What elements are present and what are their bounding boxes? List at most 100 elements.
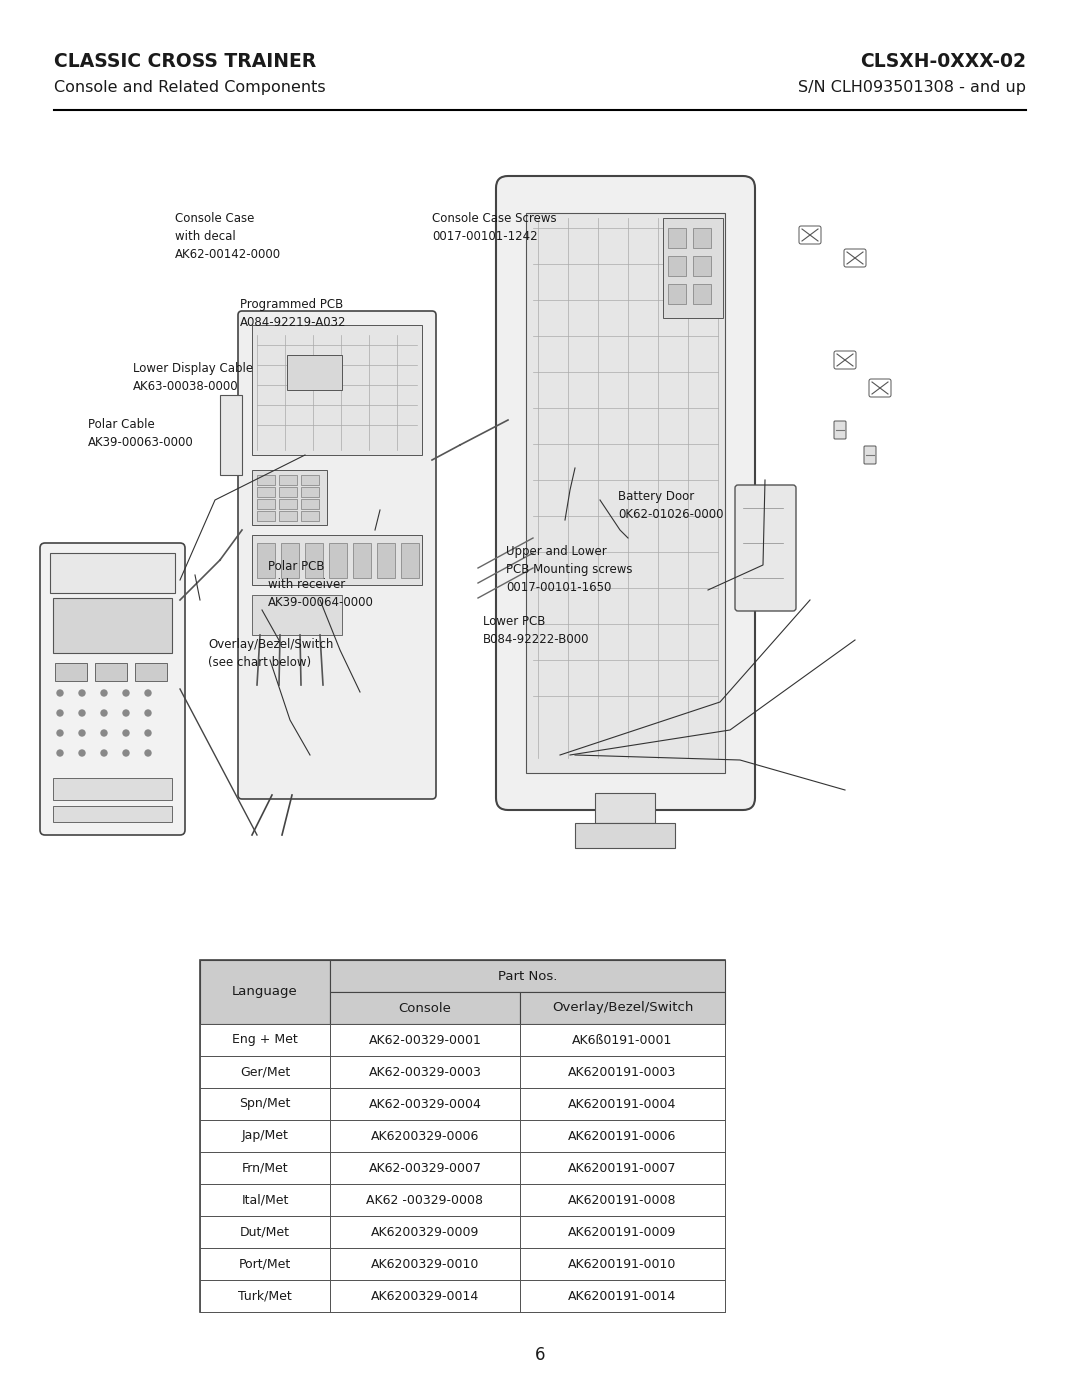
Text: Frn/Met: Frn/Met xyxy=(242,1161,288,1175)
Text: Turk/Met: Turk/Met xyxy=(238,1289,292,1302)
Bar xyxy=(353,543,372,578)
Text: AK6200191-0003: AK6200191-0003 xyxy=(568,1066,677,1078)
Circle shape xyxy=(57,750,63,756)
Circle shape xyxy=(102,690,107,696)
Bar xyxy=(519,1185,725,1215)
Bar xyxy=(257,488,275,497)
Text: AK6ß0191-0001: AK6ß0191-0001 xyxy=(572,1034,673,1046)
Bar xyxy=(252,469,327,525)
Circle shape xyxy=(123,690,129,696)
Circle shape xyxy=(145,750,151,756)
Bar xyxy=(305,543,323,578)
Text: Jap/Met: Jap/Met xyxy=(242,1130,288,1143)
FancyBboxPatch shape xyxy=(496,176,755,810)
Bar xyxy=(669,228,686,249)
Bar xyxy=(377,543,395,578)
Bar xyxy=(200,1185,330,1215)
Circle shape xyxy=(57,731,63,736)
Bar xyxy=(95,664,127,680)
Bar xyxy=(329,543,347,578)
Bar xyxy=(50,553,175,592)
Bar xyxy=(519,1024,725,1056)
Bar xyxy=(257,543,275,578)
Bar xyxy=(200,1280,330,1312)
Bar xyxy=(669,256,686,277)
Circle shape xyxy=(123,750,129,756)
Bar xyxy=(519,1215,725,1248)
Bar xyxy=(279,475,297,485)
Text: Programmed PCB
A084-92219-A032: Programmed PCB A084-92219-A032 xyxy=(240,298,347,330)
Text: Dut/Met: Dut/Met xyxy=(240,1225,291,1239)
Bar xyxy=(519,1280,725,1312)
Text: Ger/Met: Ger/Met xyxy=(240,1066,291,1078)
Text: AK6200329-0006: AK6200329-0006 xyxy=(370,1130,480,1143)
Bar xyxy=(279,511,297,521)
FancyBboxPatch shape xyxy=(40,543,185,835)
Text: Console and Related Components: Console and Related Components xyxy=(54,80,326,95)
Bar xyxy=(200,1088,330,1120)
Bar xyxy=(279,499,297,509)
FancyBboxPatch shape xyxy=(735,485,796,610)
Text: Upper and Lower
PCB Mounting screws
0017-00101-1650: Upper and Lower PCB Mounting screws 0017… xyxy=(507,545,633,594)
Circle shape xyxy=(102,750,107,756)
Bar xyxy=(252,535,422,585)
Bar xyxy=(401,543,419,578)
Text: Console Case
with decal
AK62-00142-0000: Console Case with decal AK62-00142-0000 xyxy=(175,212,281,261)
Bar xyxy=(257,475,275,485)
Circle shape xyxy=(123,731,129,736)
Bar xyxy=(595,793,654,823)
Bar xyxy=(257,499,275,509)
FancyBboxPatch shape xyxy=(834,420,846,439)
Bar xyxy=(330,1185,519,1215)
Text: AK6200329-0010: AK6200329-0010 xyxy=(370,1257,480,1270)
Circle shape xyxy=(57,710,63,717)
Bar xyxy=(200,1056,330,1088)
Circle shape xyxy=(79,710,85,717)
Text: Port/Met: Port/Met xyxy=(239,1257,292,1270)
Bar xyxy=(330,1120,519,1153)
Bar xyxy=(693,256,711,277)
Bar xyxy=(220,395,242,475)
Bar xyxy=(281,543,299,578)
Text: AK62-00329-0001: AK62-00329-0001 xyxy=(368,1034,482,1046)
Bar xyxy=(330,1153,519,1185)
Text: Part Nos.: Part Nos. xyxy=(498,970,557,982)
Bar xyxy=(200,960,725,1312)
Bar xyxy=(257,511,275,521)
Text: Lower PCB
B084-92222-B000: Lower PCB B084-92222-B000 xyxy=(483,615,590,645)
Circle shape xyxy=(145,710,151,717)
Text: AK6200191-0009: AK6200191-0009 xyxy=(568,1225,677,1239)
Bar xyxy=(200,1024,330,1056)
Bar xyxy=(330,1215,519,1248)
Text: AK6200191-0008: AK6200191-0008 xyxy=(568,1193,677,1207)
Text: AK6200191-0014: AK6200191-0014 xyxy=(568,1289,677,1302)
Bar xyxy=(53,778,172,800)
Bar xyxy=(200,1120,330,1153)
Text: AK6200191-0006: AK6200191-0006 xyxy=(568,1130,677,1143)
Bar xyxy=(252,595,342,636)
Text: Eng + Met: Eng + Met xyxy=(232,1034,298,1046)
Bar xyxy=(519,1120,725,1153)
Text: CLSXH-0XXX-02: CLSXH-0XXX-02 xyxy=(860,52,1026,71)
Text: AK6200329-0009: AK6200329-0009 xyxy=(370,1225,480,1239)
Bar xyxy=(330,960,725,992)
Bar xyxy=(669,284,686,305)
Bar xyxy=(55,664,87,680)
FancyBboxPatch shape xyxy=(864,446,876,464)
Circle shape xyxy=(145,731,151,736)
Text: AK62 -00329-0008: AK62 -00329-0008 xyxy=(366,1193,484,1207)
Bar xyxy=(301,499,319,509)
Bar xyxy=(663,218,723,319)
Circle shape xyxy=(79,690,85,696)
Circle shape xyxy=(102,710,107,717)
Text: AK62-00329-0007: AK62-00329-0007 xyxy=(368,1161,482,1175)
Text: Console Case Screws
0017-00101-1242: Console Case Screws 0017-00101-1242 xyxy=(432,212,556,243)
Text: Language: Language xyxy=(232,985,298,999)
FancyBboxPatch shape xyxy=(238,312,436,799)
Text: Ital/Met: Ital/Met xyxy=(241,1193,288,1207)
Text: AK62-00329-0004: AK62-00329-0004 xyxy=(368,1098,482,1111)
Bar xyxy=(200,1153,330,1185)
Text: Spn/Met: Spn/Met xyxy=(240,1098,291,1111)
Bar xyxy=(330,1024,519,1056)
Text: Battery Door
0K62-01026-0000: Battery Door 0K62-01026-0000 xyxy=(618,490,724,521)
